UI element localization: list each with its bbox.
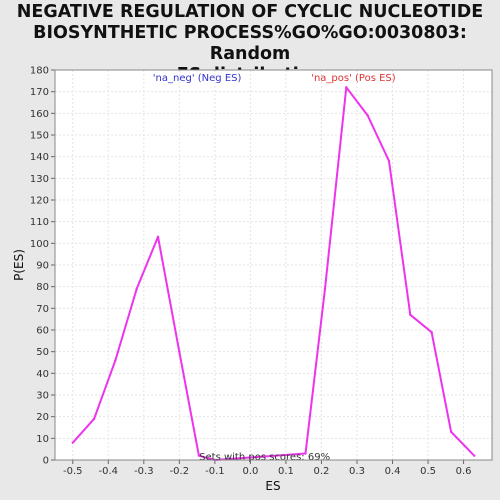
x-tick-label: -0.2 [170,466,190,477]
y-tick-label: 10 [36,434,49,445]
axis-ticks: -0.5 -0.4 -0.3 -0.2 -0.1 0.0 0.1 0.2 0.3 0.4 0.5 0.… [30,66,472,478]
data-point [323,287,327,291]
annotations: 'na_neg' (Neg ES) 'na_pos' (Pos ES) Sets w… [153,73,396,463]
data-point [92,417,96,421]
chart-title-line: BIOSYNTHETIC PROCESS%GO%GO:0030803: Rand… [33,23,467,64]
x-tick-label: -0.1 [205,466,225,477]
y-tick-label: 120 [30,196,49,207]
y-tick-label: 180 [30,66,49,77]
x-tick-label: -0.3 [134,466,154,477]
y-tick-label: 40 [36,369,49,380]
annotation-label: 'na_neg' (Neg ES) [153,73,242,84]
data-point [304,452,307,455]
grid [55,69,492,461]
x-tick-label: 0.1 [278,466,294,477]
x-axis-title: ES [265,479,280,493]
x-tick-label: 0.5 [420,466,436,477]
data-point [366,114,369,117]
y-tick-label: 80 [36,282,49,293]
data-point [449,430,453,434]
series-layer [71,86,476,462]
y-tick-label: 160 [30,109,49,120]
y-tick-label: 150 [30,131,49,142]
y-tick-label: 90 [36,261,49,272]
plot-border [54,69,493,461]
y-tick-label: 140 [30,152,49,163]
y-tick-label: 30 [36,391,49,402]
data-point [156,235,160,239]
y-tick-label: 20 [36,412,49,423]
y-tick-label: 130 [30,174,49,185]
annotation-label: 'na_pos' (Pos ES) [311,73,396,84]
y-tick-label: 70 [36,304,49,315]
annotation-label: Sets with pos scores: 69% [199,452,330,463]
data-point [178,350,181,353]
data-point [71,441,74,444]
y-tick-label: 170 [30,87,49,98]
x-tick-label: 0.2 [314,466,330,477]
data-point [473,454,476,457]
data-point [197,454,201,457]
y-axis-title: P(ES) [12,249,26,281]
data-point [409,313,412,317]
x-tick-label: -0.4 [99,466,119,477]
x-tick-label: 0.0 [242,466,258,477]
data-point [114,359,117,362]
x-tick-label: 0.6 [456,466,472,477]
x-tick-label: 0.3 [349,466,365,477]
data-point [387,159,391,163]
y-tick-label: 50 [36,347,49,358]
y-tick-label: 0 [43,456,49,467]
y-tick-label: 100 [30,239,49,250]
chart-title-line: NEGATIVE REGULATION OF CYCLIC NUCLEOTIDE [16,2,484,22]
x-tick-label: -0.5 [63,466,83,477]
data-point [430,330,433,334]
y-tick-label: 60 [36,326,49,337]
x-tick-label: 0.4 [385,466,401,477]
data-point [135,287,138,291]
data-point [345,86,348,89]
y-tick-label: 110 [30,217,49,228]
